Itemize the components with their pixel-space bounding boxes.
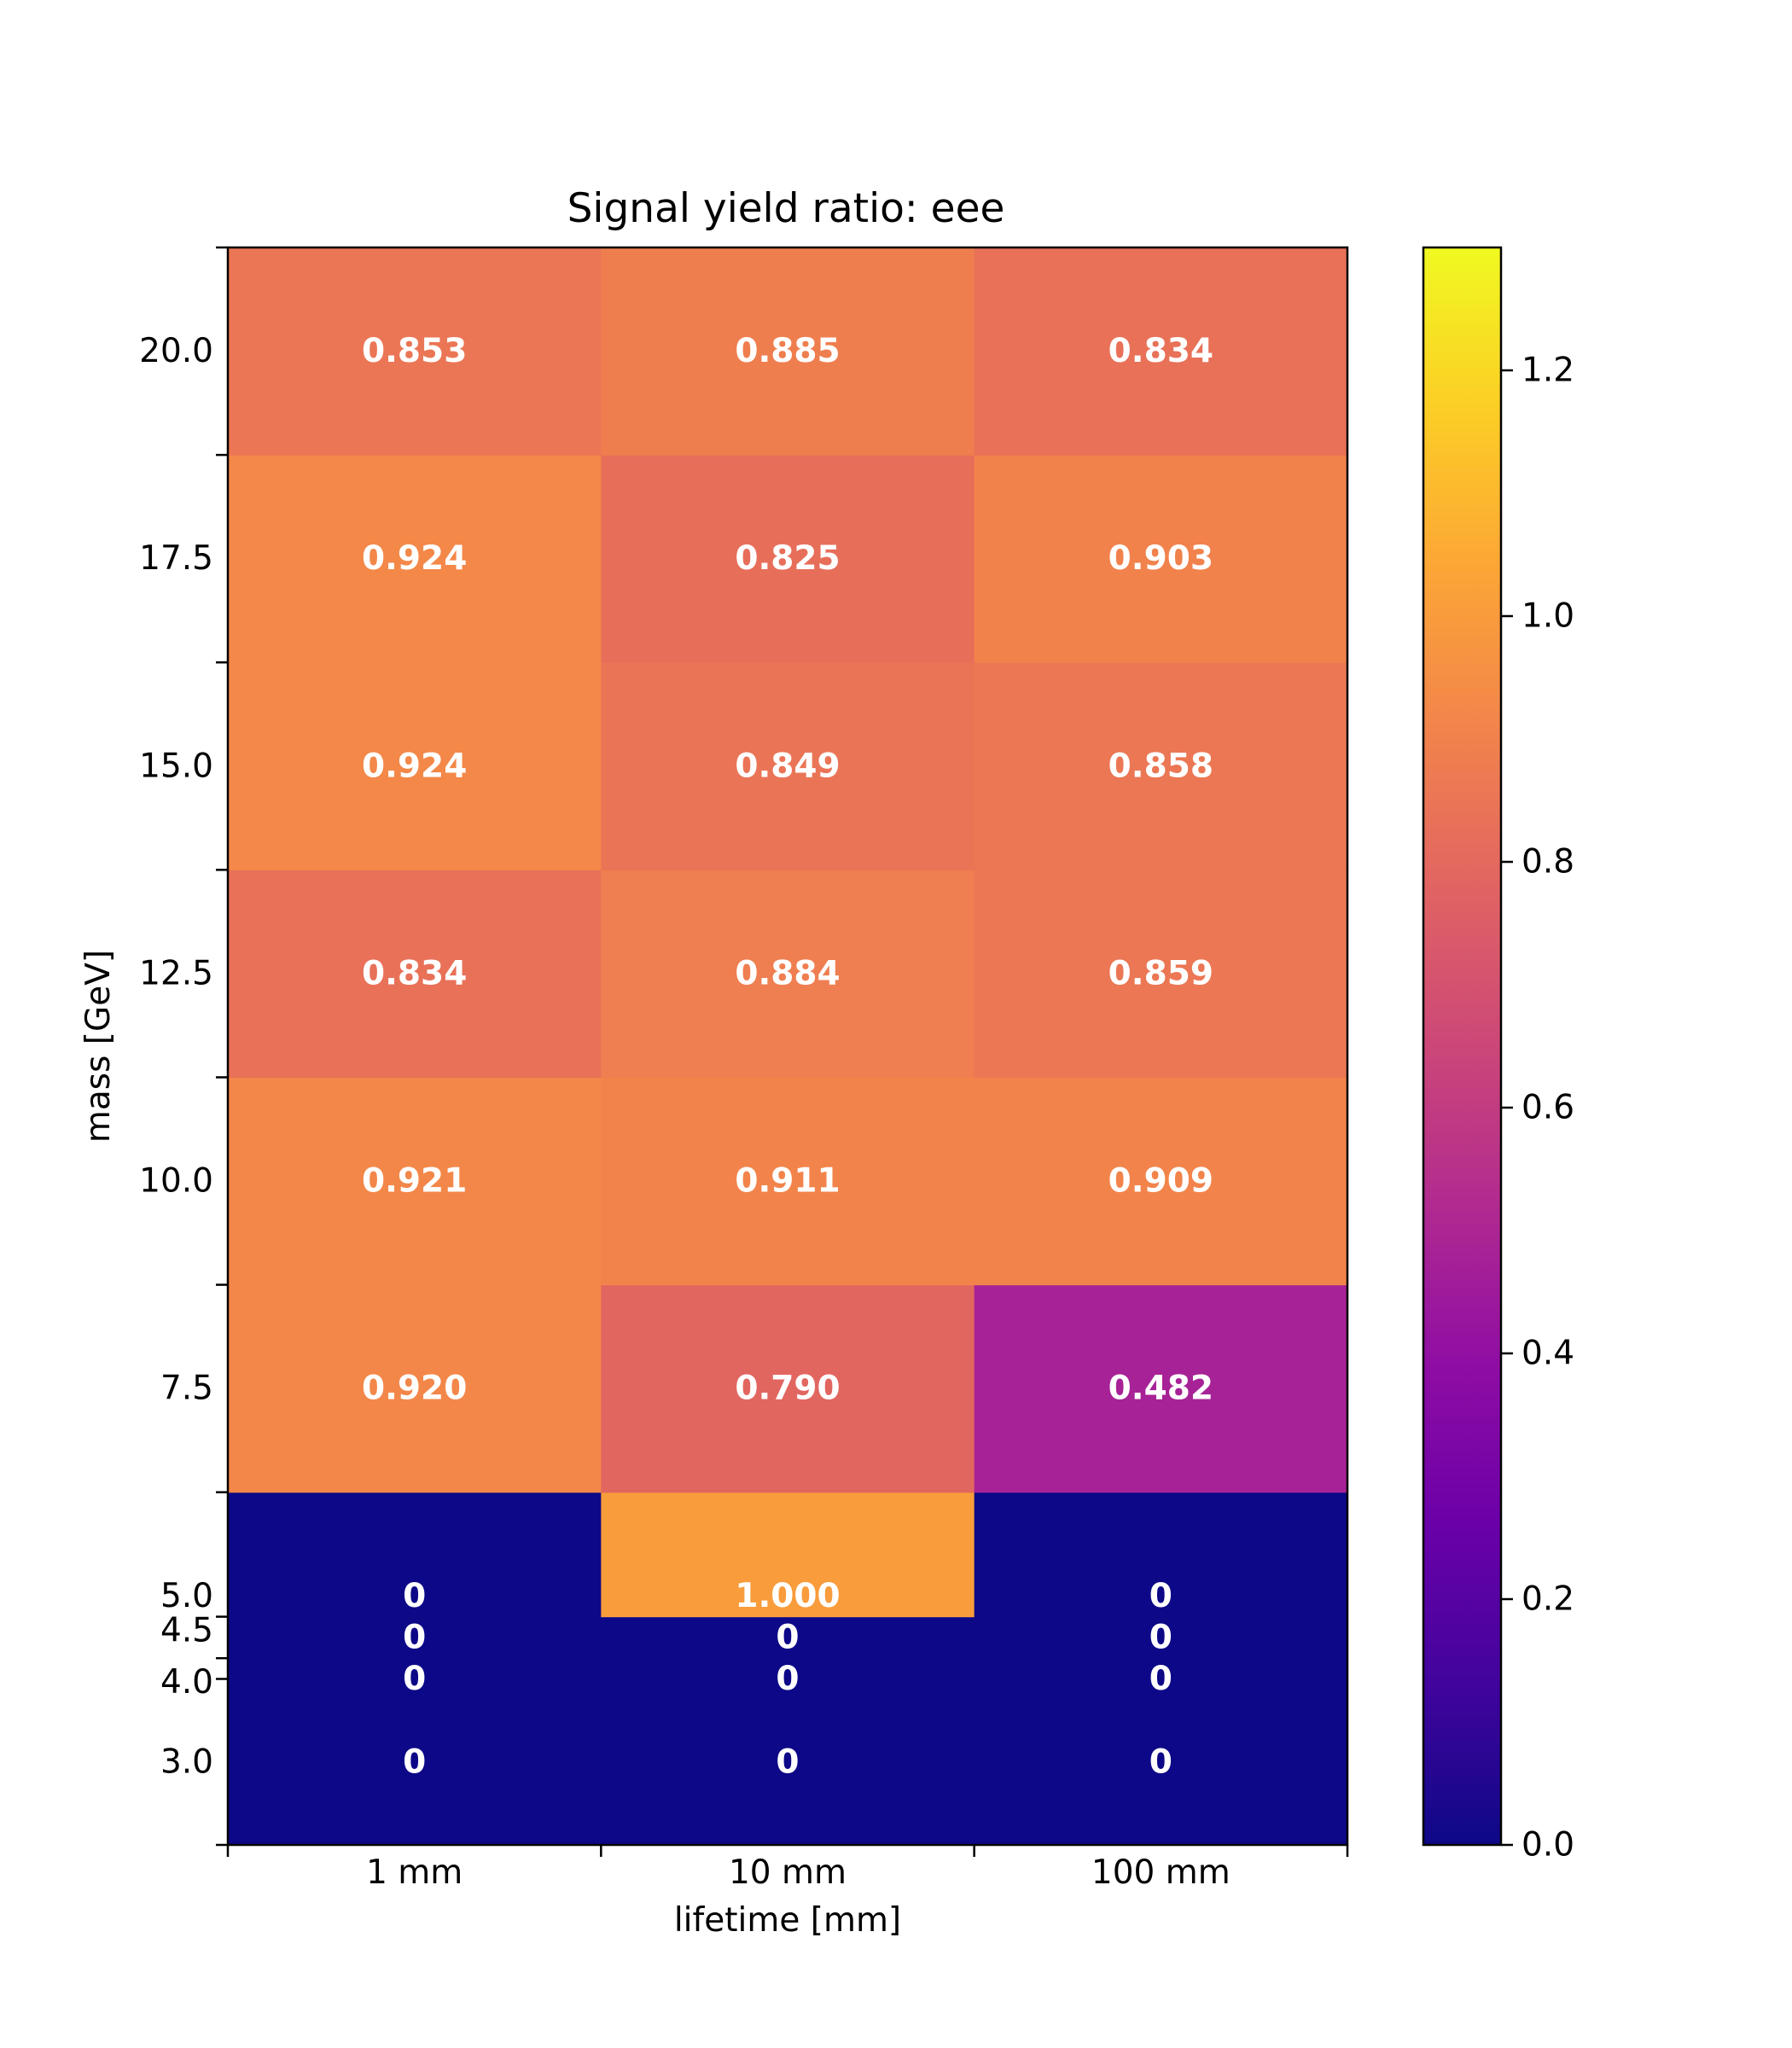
- heatmap-cell: [228, 870, 602, 1079]
- heatmap-cell: [974, 1658, 1348, 1680]
- cell-value-label: 1.000: [735, 1577, 840, 1615]
- heatmap-cell: [228, 1077, 602, 1286]
- cell-value-label: 0.921: [362, 1162, 467, 1201]
- y-tick-label: 5.0: [160, 1577, 213, 1615]
- heatmap-cell: [974, 1284, 1348, 1493]
- colorbar-tick-label: 0.8: [1521, 843, 1574, 881]
- colorbar: 0.0 0.2 0.4 0.6 0.8 1.0 1.2: [1422, 246, 1574, 1865]
- y-tick-label: 7.5: [160, 1370, 213, 1408]
- x-axis-label: lifetime [mm]: [674, 1901, 901, 1940]
- cell-value-label: 0: [403, 1577, 426, 1615]
- colorbar-tick-label: 1.0: [1521, 597, 1574, 636]
- heatmap-cell: [228, 662, 602, 870]
- cell-value-label: 0: [776, 1660, 799, 1698]
- cell-value-label: 0: [403, 1743, 426, 1781]
- cell-value-label: 0.482: [1108, 1370, 1213, 1408]
- y-tick-label: 20.0: [139, 332, 213, 370]
- colorbar-gradient: [1422, 246, 1503, 1847]
- cell-value-label: 0.884: [735, 954, 840, 992]
- heatmap-cell: [228, 1284, 602, 1493]
- heatmap-cell: [974, 870, 1348, 1079]
- heatmap-cell: [601, 662, 975, 870]
- cell-value-label: 0.849: [735, 747, 840, 785]
- heatmap-cell: [601, 1077, 975, 1286]
- cell-value-label: 0: [403, 1618, 426, 1656]
- colorbar-tick-label: 0.2: [1521, 1580, 1574, 1619]
- heatmap-cell: [974, 455, 1348, 663]
- plot-frame: [226, 246, 1349, 1847]
- cell-value-label: 0.858: [1108, 747, 1213, 785]
- cell-value-label: 0: [1149, 1660, 1172, 1698]
- heatmap-cell: [974, 1077, 1348, 1286]
- y-axis-label: mass [GeV]: [79, 950, 118, 1143]
- colorbar-tick-label: 1.2: [1521, 352, 1574, 390]
- y-tick-label: 15.0: [139, 747, 213, 785]
- cell-value-label: 0: [1149, 1577, 1172, 1615]
- cell-value-label: 0.903: [1108, 539, 1213, 578]
- colorbar-tick-label: 0.0: [1521, 1826, 1574, 1865]
- heatmap-cell: [228, 455, 602, 663]
- y-tick-label: 12.5: [139, 954, 213, 992]
- cell-value-label: 0: [776, 1618, 799, 1656]
- cell-value-label: 0.853: [362, 332, 467, 370]
- heatmap-cell: [601, 1492, 975, 1618]
- heatmap-cells: [228, 247, 1348, 1846]
- heatmap-cell: [601, 1679, 975, 1846]
- y-axis: 3.0 4.0 4.55.0 7.5 10.0 12.5 15.0 17.5 20.0: [139, 246, 228, 1847]
- heatmap-cell: [601, 455, 975, 663]
- heatmap-cell: [228, 1679, 602, 1846]
- colorbar-tick-label: 0.6: [1521, 1089, 1574, 1127]
- cell-value-label: 0.859: [1108, 954, 1213, 992]
- heatmap-cell: [974, 662, 1348, 870]
- y-tick-label: 10.0: [139, 1162, 213, 1201]
- colorbar-tick-label: 0.4: [1521, 1335, 1574, 1373]
- cell-value-label: 0.909: [1108, 1162, 1213, 1201]
- heatmap-cell: [228, 1658, 602, 1680]
- heatmap-cell: [228, 1616, 602, 1659]
- heatmap-cell: [601, 1658, 975, 1680]
- heatmap-cell: [601, 247, 975, 456]
- x-tick-label: 100 mm: [1091, 1853, 1231, 1892]
- y-tick-label: 4.5: [160, 1611, 213, 1649]
- heatmap-cell: [601, 870, 975, 1079]
- cell-value-label: 0: [776, 1743, 799, 1781]
- y-tick-label: 3.0: [160, 1743, 213, 1781]
- cell-value-label: 0.920: [362, 1370, 467, 1408]
- heatmap-cell: [228, 247, 602, 456]
- cell-value-label: 0: [403, 1660, 426, 1698]
- cell-value-label: 0.834: [1108, 332, 1213, 370]
- cell-value-label: 0: [1149, 1743, 1172, 1781]
- heatmap-cell: [228, 1492, 602, 1618]
- cell-value-label: 0.911: [735, 1162, 840, 1201]
- x-tick-label: 10 mm: [729, 1853, 847, 1892]
- x-tick-label: 1 mm: [366, 1853, 463, 1892]
- heatmap-cell: [974, 247, 1348, 456]
- y-tick-label: 4.0: [160, 1663, 213, 1702]
- cell-value-label: 0: [1149, 1618, 1172, 1656]
- x-axis: 1 mm 10 mm 100 mm: [226, 1845, 1349, 1892]
- cell-value-label: 0.834: [362, 954, 467, 992]
- heatmap-cell: [974, 1492, 1348, 1618]
- cell-value-label: 0.790: [735, 1370, 840, 1408]
- cell-value-label: 0.825: [735, 539, 840, 578]
- cell-value-label: 0.885: [735, 332, 840, 370]
- heatmap-cell: [974, 1679, 1348, 1846]
- chart-title: Signal yield ratio: eee: [567, 185, 1005, 232]
- y-tick-label: 17.5: [139, 539, 213, 578]
- cell-value-label: 0.924: [362, 747, 467, 785]
- heatmap-cell: [601, 1616, 975, 1659]
- heatmap-cell: [601, 1284, 975, 1493]
- heatmap-cell: [974, 1616, 1348, 1659]
- cell-value-label: 0.924: [362, 539, 467, 578]
